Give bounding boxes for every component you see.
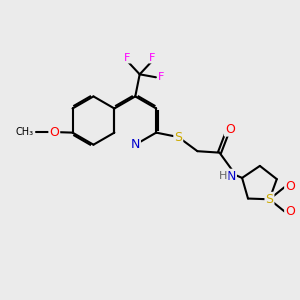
Text: F: F [149,52,155,62]
Text: S: S [266,193,274,206]
Text: S: S [174,130,182,143]
Text: N: N [226,170,236,183]
Text: N: N [130,138,140,151]
Text: F: F [158,72,164,82]
Text: O: O [225,123,235,136]
Text: O: O [285,180,295,194]
Text: F: F [124,52,130,62]
Text: CH₃: CH₃ [16,127,34,137]
Text: O: O [285,205,295,218]
Text: H: H [219,171,227,181]
Text: O: O [50,125,59,139]
